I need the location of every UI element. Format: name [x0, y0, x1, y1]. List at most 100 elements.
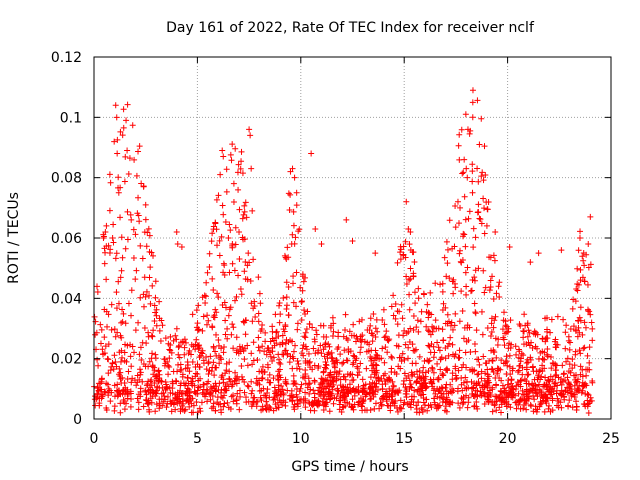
roti-point: [493, 290, 500, 297]
roti-point: [465, 215, 472, 222]
roti-point: [192, 390, 199, 397]
roti-point: [129, 343, 136, 350]
roti-point: [144, 380, 151, 387]
roti-point: [229, 241, 236, 248]
roti-point: [92, 331, 99, 338]
roti-point: [302, 366, 309, 373]
roti-point: [479, 331, 486, 338]
roti-point: [127, 353, 134, 360]
roti-point: [386, 336, 393, 343]
roti-peak-point: [535, 250, 542, 257]
roti-point: [421, 402, 428, 409]
roti-point: [122, 153, 129, 160]
roti-point: [163, 404, 170, 411]
roti-point: [585, 409, 592, 416]
roti-point: [162, 386, 169, 393]
roti-point: [186, 392, 193, 399]
roti-point: [338, 387, 345, 394]
roti-point: [462, 349, 469, 356]
roti-point: [427, 349, 434, 356]
roti-point: [273, 328, 280, 335]
roti-point: [416, 409, 423, 416]
roti-point: [179, 389, 186, 396]
roti-point: [259, 363, 266, 370]
roti-point: [415, 285, 422, 292]
roti-point: [349, 396, 356, 403]
roti-point: [582, 390, 589, 397]
roti-point: [569, 365, 576, 372]
roti-point: [118, 234, 125, 241]
roti-point: [241, 208, 248, 215]
roti-point: [283, 380, 290, 387]
roti-point: [457, 247, 464, 254]
roti-point: [329, 314, 336, 321]
roti-peak-point: [112, 102, 119, 109]
roti-point: [381, 359, 388, 366]
roti-peak-point: [103, 222, 110, 229]
roti-point: [543, 314, 550, 321]
roti-point: [233, 349, 240, 356]
roti-point: [322, 359, 329, 366]
roti-point: [508, 376, 515, 383]
roti-point: [410, 270, 417, 277]
roti-point: [443, 408, 450, 415]
roti-point: [456, 354, 463, 361]
roti-point: [196, 354, 203, 361]
roti-point: [480, 389, 487, 396]
roti-point: [452, 372, 459, 379]
roti-point: [204, 269, 211, 276]
roti-point: [329, 332, 336, 339]
roti-point: [463, 338, 470, 345]
roti-point: [554, 341, 561, 348]
roti-point: [242, 199, 249, 206]
roti-point: [492, 393, 499, 400]
roti-point: [98, 326, 105, 333]
roti-point: [341, 395, 348, 402]
roti-point: [248, 300, 255, 307]
roti-point: [152, 278, 159, 285]
roti-point: [480, 353, 487, 360]
roti-point: [302, 404, 309, 411]
roti-point: [438, 390, 445, 397]
roti-point: [517, 355, 524, 362]
roti-point: [140, 303, 147, 310]
roti-point: [582, 324, 589, 331]
roti-point: [258, 407, 265, 414]
roti-point: [251, 302, 258, 309]
roti-point: [327, 324, 334, 331]
roti-point: [240, 347, 247, 354]
roti-point: [258, 375, 265, 382]
roti-point: [387, 407, 394, 414]
roti-point: [312, 350, 319, 357]
roti-point: [552, 367, 559, 374]
roti-point: [419, 406, 426, 413]
roti-point: [229, 260, 236, 267]
roti-point: [443, 238, 450, 245]
roti-point: [283, 302, 290, 309]
roti-point: [483, 199, 490, 206]
roti-point: [118, 319, 125, 326]
roti-point: [133, 382, 140, 389]
roti-point: [255, 274, 262, 281]
roti-point: [259, 375, 266, 382]
roti-point: [195, 343, 202, 350]
roti-point: [108, 326, 115, 333]
roti-point: [106, 250, 113, 257]
roti-point: [375, 375, 382, 382]
roti-point: [228, 383, 235, 390]
roti-point: [548, 353, 555, 360]
roti-point: [281, 347, 288, 354]
roti-point: [237, 393, 244, 400]
roti-point: [223, 360, 230, 367]
roti-point: [358, 316, 365, 323]
roti-point: [207, 389, 214, 396]
roti-point: [215, 386, 222, 393]
roti-point: [203, 386, 210, 393]
roti-point: [316, 384, 323, 391]
roti-point: [264, 345, 271, 352]
roti-point: [296, 366, 303, 373]
roti-point: [305, 381, 312, 388]
roti-point: [429, 328, 436, 335]
roti-point: [99, 351, 106, 358]
roti-point: [142, 396, 149, 403]
